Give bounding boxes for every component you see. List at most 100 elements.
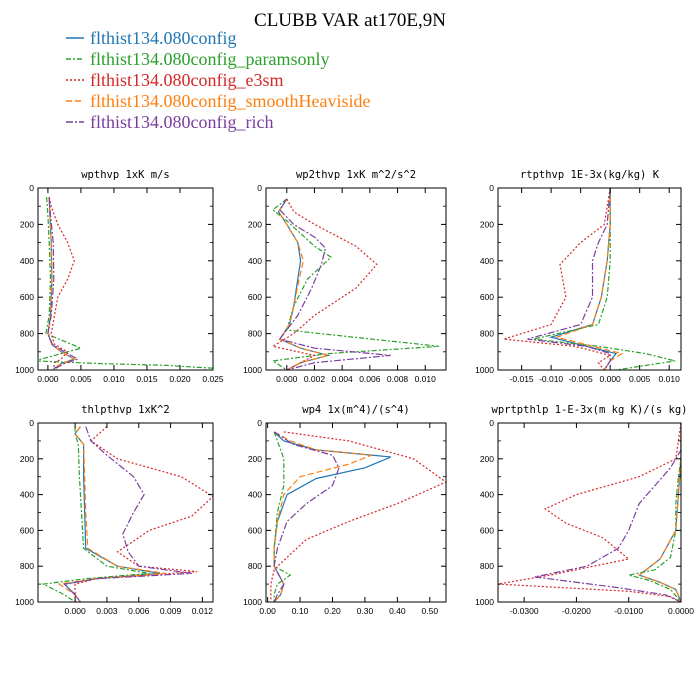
y-tick-label: 1000 <box>15 597 34 607</box>
panel-6: wprtpthlp 1-E-3x(m kg K)/(s kg) 0 200 400 60… <box>475 404 694 616</box>
y-tick-label: 400 <box>248 256 262 266</box>
x-tick-label: 0.005 <box>70 374 92 384</box>
legend-label: flthist134.080config_smoothHeaviside <box>90 91 370 111</box>
y-tick-label: 0 <box>29 418 34 428</box>
series-line <box>38 197 213 369</box>
plot-frame <box>497 187 682 371</box>
x-tick-label: 0.00 <box>259 606 276 616</box>
y-tick-label: 200 <box>248 454 262 464</box>
y-tick-label: 800 <box>248 561 262 571</box>
panel-title: wprtpthlp 1-E-3x(m kg K)/(s kg) <box>492 404 688 416</box>
y-tick-label: 600 <box>248 292 262 302</box>
series-line <box>554 188 624 370</box>
x-tick-label: -0.0100 <box>614 606 643 616</box>
x-tick-label: 0.015 <box>136 374 158 384</box>
x-tick-label: 0.010 <box>415 374 437 384</box>
x-tick-label: 0.0000 <box>668 606 694 616</box>
x-tick-label: 0.10 <box>292 606 309 616</box>
series-line <box>63 426 192 602</box>
y-tick-label: 200 <box>20 454 34 464</box>
y-tick-label: 200 <box>20 219 34 229</box>
y-tick-label: 400 <box>20 256 34 266</box>
series-line <box>527 188 611 370</box>
y-tick-label: 400 <box>248 490 262 500</box>
legend-label: flthist134.080config_e3sm <box>90 70 283 90</box>
x-tick-label: 0.20 <box>324 606 341 616</box>
x-tick-label: 0.012 <box>192 606 214 616</box>
y-tick-label: 800 <box>480 561 494 571</box>
x-tick-label: 0.000 <box>64 606 86 616</box>
series-line <box>628 423 681 602</box>
series-line <box>278 198 391 370</box>
figure-title: CLUBB VAR at170E,9N <box>254 10 446 31</box>
y-tick-label: 600 <box>248 525 262 535</box>
x-tick-label: 0.009 <box>160 606 182 616</box>
x-tick-label: 0.30 <box>357 606 374 616</box>
plot-frame <box>37 187 214 371</box>
x-tick-label: 0.003 <box>96 606 118 616</box>
series-line <box>74 426 213 602</box>
panel-title: wp2thvp 1xK m^2/s^2 <box>296 169 416 181</box>
y-tick-label: 1000 <box>243 597 262 607</box>
y-tick-label: 400 <box>20 490 34 500</box>
series-line <box>498 423 681 602</box>
x-tick-label: -0.015 <box>510 374 534 384</box>
x-tick-label: 0.50 <box>422 606 439 616</box>
series-line <box>271 198 440 370</box>
panel-4: thlpthvp 1xK^2 0 200 400 600 800 1000 0.000 0.00… <box>15 404 214 616</box>
panel-title: rtpthvp 1E-3x(kg/kg) K <box>520 169 660 181</box>
x-tick-label: -0.0300 <box>510 606 539 616</box>
series-line <box>270 431 446 602</box>
series-line <box>273 431 292 602</box>
x-tick-label: 0.010 <box>103 374 125 384</box>
y-tick-label: 200 <box>480 454 494 464</box>
x-tick-label: -0.010 <box>539 374 563 384</box>
y-tick-label: 800 <box>20 329 34 339</box>
x-tick-label: 0.000 <box>600 374 622 384</box>
y-tick-label: 800 <box>20 561 34 571</box>
y-tick-label: 0 <box>489 418 494 428</box>
plot-frame <box>265 187 447 371</box>
x-tick-label: 0.004 <box>332 374 354 384</box>
plot-frame <box>265 422 447 603</box>
series-line <box>41 426 150 602</box>
plot-frame <box>37 422 214 603</box>
y-tick-label: 1000 <box>15 365 34 375</box>
legend-label: flthist134.080config_rich <box>90 112 273 132</box>
x-tick-label: 0.006 <box>359 374 381 384</box>
x-tick-label: 0.000 <box>276 374 298 384</box>
plot-frame <box>497 422 682 603</box>
y-tick-label: 800 <box>248 329 262 339</box>
series-line <box>271 198 378 370</box>
y-tick-label: 1000 <box>243 365 262 375</box>
series-line <box>637 423 681 602</box>
y-tick-label: 200 <box>480 219 494 229</box>
x-tick-label: 0.008 <box>387 374 409 384</box>
legend-label: flthist134.080config_paramsonly <box>90 49 329 69</box>
series-line <box>533 188 676 370</box>
y-tick-label: 0 <box>257 418 262 428</box>
y-tick-label: 0 <box>29 183 34 193</box>
panel-3: rtpthvp 1E-3x(kg/kg) K 0 200 400 600 800 1000 -… <box>475 169 682 384</box>
panel-2: wp2thvp 1xK m^2/s^2 0 200 400 600 800 1000 0.00… <box>243 169 447 384</box>
series-line <box>534 423 681 602</box>
x-tick-label: 0.002 <box>304 374 326 384</box>
x-tick-label: 0.006 <box>128 606 150 616</box>
y-tick-label: 0 <box>489 183 494 193</box>
series-line <box>637 423 681 602</box>
legend-label: flthist134.080config <box>90 28 237 48</box>
y-tick-label: 600 <box>20 525 34 535</box>
series-line <box>57 426 166 602</box>
y-tick-label: 600 <box>20 292 34 302</box>
series-line <box>277 198 331 370</box>
x-tick-label: 0.000 <box>37 374 59 384</box>
y-tick-label: 600 <box>480 525 494 535</box>
panel-title: wp4 1x(m^4)/(s^4) <box>302 404 409 416</box>
y-tick-label: 600 <box>480 292 494 302</box>
x-tick-label: 0.020 <box>169 374 191 384</box>
y-tick-label: 400 <box>480 256 494 266</box>
